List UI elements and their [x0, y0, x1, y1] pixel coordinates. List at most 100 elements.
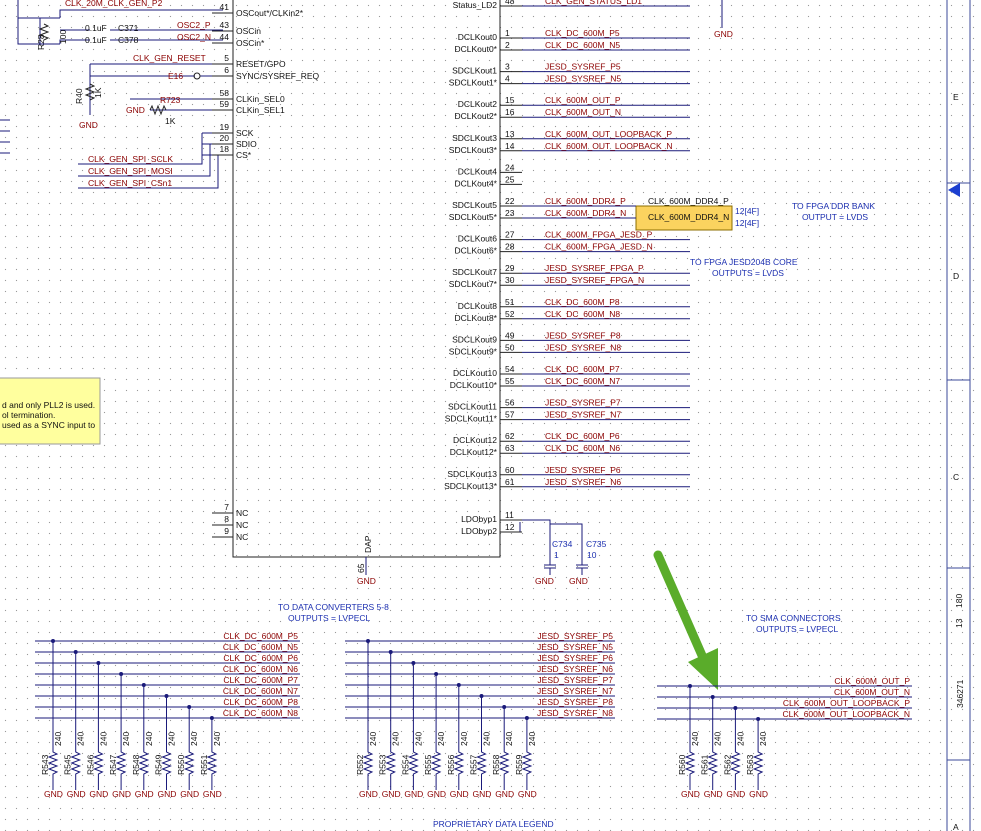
net-label: JESD_SYSREF_P8 [537, 697, 613, 707]
pin-number: 25 [505, 174, 515, 184]
pin-number: 61 [505, 477, 515, 487]
pin-name: RESET/GPO [236, 59, 286, 69]
res-value: 240 [76, 732, 86, 746]
resistor [84, 83, 96, 101]
net-label: CLK_DC_600M_N6 [545, 443, 620, 453]
res-value: 240 [121, 732, 131, 746]
res-ref: R558 [491, 754, 501, 775]
note: OUTPUTS = LVDS [712, 268, 784, 278]
res-value: 240 [189, 732, 199, 746]
net-label: JESD_SYSREF_N8 [545, 342, 621, 352]
pin-name: SYNC/SYSREF_REQ [236, 71, 320, 81]
net-label: CLK_600M_DDR4_P [648, 196, 729, 206]
wire [707, 697, 719, 790]
row-label: C [953, 472, 959, 482]
net-label: JESD_SYSREF_N6 [545, 477, 621, 487]
pin-name: NC [236, 532, 248, 542]
pin-name: LDObyp1 [461, 514, 497, 524]
pin-name: CLKin_SEL1 [236, 105, 285, 115]
gnd: GND [79, 120, 98, 130]
pin-number: 12 [505, 522, 515, 532]
pin-name: SDCLKout9 [452, 334, 497, 344]
wire [138, 685, 150, 790]
pin-name: SDCLKout3 [452, 133, 497, 143]
res-ref: R555 [423, 754, 433, 775]
net-label: JESD_SYSREF_FPGA_N [545, 275, 644, 285]
res-ref: R28 [36, 34, 46, 50]
row-label: A [953, 822, 959, 831]
gnd: GND [495, 789, 514, 799]
wire [0, 119, 10, 154]
res-ref: R559 [514, 754, 524, 775]
sheet: 13 [954, 618, 964, 628]
gnd: GND [89, 789, 108, 799]
port [193, 72, 201, 80]
net-label: JESD_SYSREF_P8 [545, 330, 621, 340]
pin-number: 52 [505, 309, 515, 319]
pin-name: SDCLKout13 [447, 469, 497, 479]
pin-name: DCLKout4* [454, 178, 497, 188]
pin-name: SDCLKout1 [452, 66, 497, 76]
pin-number: 55 [505, 376, 515, 386]
res-ref: R551 [199, 754, 209, 775]
pin-name: DCLKout12 [453, 435, 497, 445]
gnd: GND [357, 576, 376, 586]
res-value: 240 [735, 732, 745, 746]
wire [476, 696, 487, 790]
wire [161, 696, 172, 790]
gnd: GND [569, 576, 588, 586]
pin-number: 24 [505, 162, 515, 172]
res-value: 240 [368, 732, 378, 746]
pin-number: 5 [224, 53, 229, 63]
cap-ref: C735 [586, 539, 607, 549]
net-label: CLK_DC_600M_N7 [545, 376, 620, 386]
pin-number: 41 [220, 2, 230, 12]
gnd: GND [518, 789, 537, 799]
wire [385, 652, 397, 790]
pin-name: DCLKout10* [450, 380, 498, 390]
net-label: CLK_600M_OUT_LOOPBACK_N [545, 141, 673, 151]
net-label: CLK_DC_600M_P6 [545, 431, 620, 441]
pin-number: 23 [505, 208, 515, 218]
wire [70, 652, 82, 790]
res-ref: R40 [74, 88, 84, 104]
pin-name: SCK [236, 128, 254, 138]
pin-name: DAP [363, 535, 373, 553]
wire [92, 663, 104, 790]
pin-number: 7 [224, 502, 229, 512]
net-label: CLK_600M_DDR4_N [545, 208, 626, 218]
pin-number: 2 [505, 40, 510, 50]
net-label: CLK_600M_FPGA_JESD_N [545, 242, 653, 252]
pin-number: 3 [505, 62, 510, 72]
res-ref: R560 [677, 754, 687, 775]
pin-number: 29 [505, 263, 515, 273]
net-label: JESD_SYSREF_N8 [537, 708, 613, 718]
pin-number: 22 [505, 196, 515, 206]
res-ref: R723 [160, 95, 181, 105]
pin-number: 9 [224, 526, 229, 536]
res-ref: R553 [378, 754, 388, 775]
pin-number: 51 [505, 297, 515, 307]
pin-name: SDCLKout1* [449, 78, 498, 88]
net-label: CLK_600M_FPGA_JESD_P [545, 230, 653, 240]
net-label: CLK_20M_CLK_GEN_P2 [65, 0, 163, 8]
net-label: CLK_DC_600M_N8 [545, 309, 620, 319]
pin-number: 19 [220, 122, 230, 132]
net-label: CLK_DC_600M_N5 [545, 40, 620, 50]
pin-name: LDObyp2 [461, 526, 497, 536]
net-label: CLK_GEN_SPI_SCLK [88, 154, 173, 164]
net-label: CLK_DC_600M_P5 [545, 28, 620, 38]
offpage-ref: 12[4F] [735, 206, 759, 216]
pin-number: 63 [505, 443, 515, 453]
res-value: 240 [436, 732, 446, 746]
wire [183, 707, 195, 790]
pin-number: 43 [220, 20, 230, 30]
res-ref: R562 [722, 754, 732, 775]
net-label: CLK_DC_600M_P6 [223, 653, 298, 663]
net-label: OSC2_N [177, 32, 211, 42]
group-note: TO DATA CONVERTERS 5-8 [278, 602, 389, 612]
res-value: 1K [165, 116, 176, 126]
pin-name: CLKin_SEL0 [236, 94, 285, 104]
